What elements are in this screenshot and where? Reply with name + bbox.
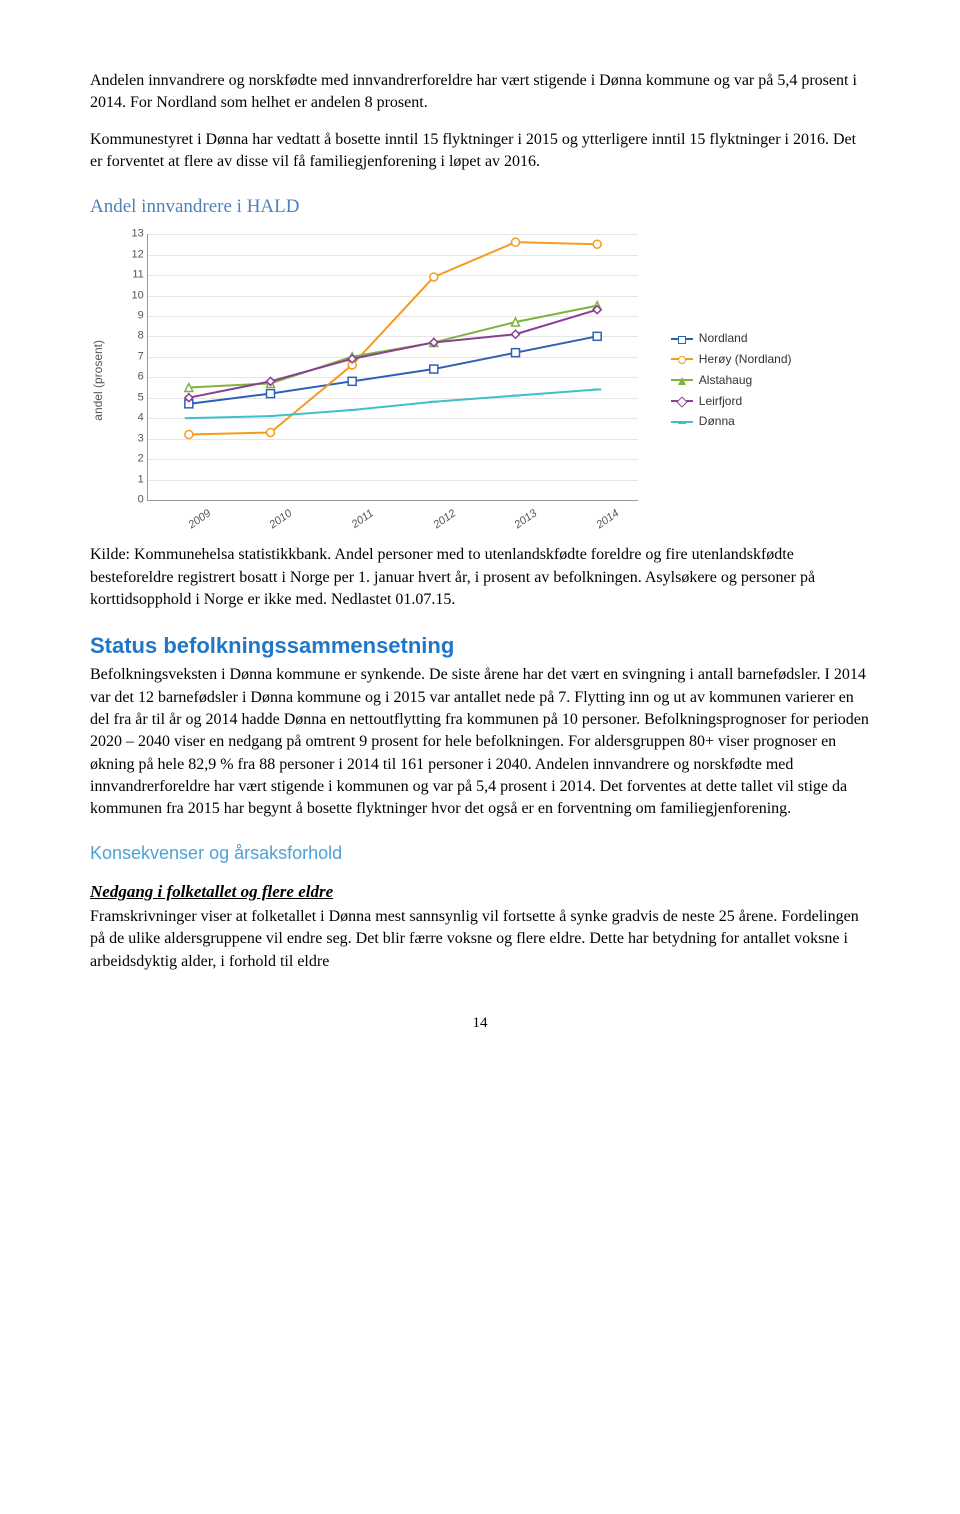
line-chart: 0123456789101112132009201020112012201320…	[119, 230, 659, 530]
y-tick: 12	[122, 247, 148, 262]
y-tick: 4	[122, 411, 148, 426]
legend-item: Alstahaug	[671, 372, 792, 389]
chart-y-axis-label: andel (prosent)	[90, 340, 107, 421]
intro-para-1: Andelen innvandrere og norskfødte med in…	[90, 70, 870, 115]
x-tick: 2014	[589, 500, 622, 533]
section-body: Befolkningsveksten i Dønna kommune er sy…	[90, 664, 870, 821]
intro-para-2: Kommunestyret i Dønna har vedtatt å bose…	[90, 129, 870, 174]
chart-caption: Kilde: Kommunehelsa statistikkbank. Ande…	[90, 544, 870, 611]
y-tick: 6	[122, 370, 148, 385]
x-tick: 2012	[426, 500, 459, 533]
x-tick: 2010	[262, 500, 295, 533]
x-tick: 2011	[344, 500, 377, 533]
chart-title: Andel innvandrere i HALD	[90, 194, 870, 221]
section-heading: Status befolkningssammensetning	[90, 631, 870, 662]
legend-label: Leirfjord	[699, 393, 742, 410]
y-tick: 3	[122, 431, 148, 446]
legend-item: Nordland	[671, 330, 792, 347]
x-tick: 2009	[181, 500, 214, 533]
y-tick: 13	[122, 226, 148, 241]
y-tick: 9	[122, 308, 148, 323]
y-tick: 0	[122, 492, 148, 507]
chart-legend: Nordland Herøy (Nordland) Alstahaug Leirfjo…	[671, 326, 792, 434]
legend-item: Dønna	[671, 413, 792, 430]
closing-para: Framskrivninger viser at folketallet i D…	[90, 906, 870, 973]
chart-container: andel (prosent) 012345678910111213200920…	[90, 230, 870, 530]
italic-heading: Nedgang i folketallet og flere eldre	[90, 880, 870, 904]
page-number: 14	[90, 1013, 870, 1034]
legend-label: Nordland	[699, 330, 748, 347]
legend-label: Herøy (Nordland)	[699, 351, 792, 368]
y-tick: 10	[122, 288, 148, 303]
legend-label: Alstahaug	[699, 372, 752, 389]
y-tick: 8	[122, 329, 148, 344]
y-tick: 7	[122, 349, 148, 364]
y-tick: 11	[122, 267, 148, 282]
y-tick: 2	[122, 452, 148, 467]
subsection-heading: Konsekvenser og årsaksforhold	[90, 841, 870, 866]
y-tick: 1	[122, 472, 148, 487]
x-tick: 2013	[507, 500, 540, 533]
y-tick: 5	[122, 390, 148, 405]
legend-item: Herøy (Nordland)	[671, 351, 792, 368]
legend-item: Leirfjord	[671, 393, 792, 410]
legend-label: Dønna	[699, 413, 735, 430]
